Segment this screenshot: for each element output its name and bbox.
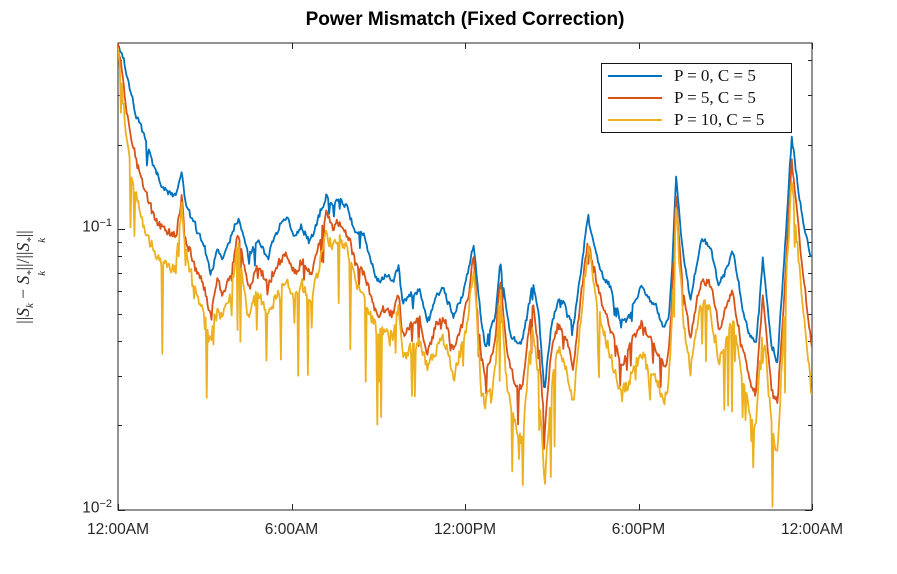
x-tick-label-4: 12:00AM: [780, 521, 844, 538]
legend-label: P = 5, C = 5: [674, 88, 756, 107]
y-tick-exponent: −2: [99, 498, 112, 510]
y-tick-base: 10: [82, 218, 100, 236]
y-tick-label-1: 10−2: [40, 498, 112, 518]
legend-label: P = 10, C = 5: [674, 110, 765, 129]
ylabel-segment: ||/||: [13, 251, 33, 271]
x-tick-label-1: 6:00AM: [264, 521, 319, 538]
legend-line-sample: [608, 96, 662, 100]
legend-label: P = 0, C = 5: [674, 66, 756, 85]
legend-item-3: P = 10, C = 5: [602, 109, 791, 131]
legend-item-1: P = 0, C = 5: [602, 65, 791, 87]
ylabel-segment: S: [13, 242, 33, 252]
ylabel-segment: S: [13, 307, 33, 317]
ylabel-segment: S: [13, 275, 33, 285]
y-tick-base: 10: [82, 499, 100, 517]
sub-sup-stack: * k: [25, 270, 49, 276]
subscript: k: [36, 270, 49, 276]
y-axis-label: ||Sk − S * k ||/||S * k ||: [13, 117, 48, 437]
y-tick-label-0: 10−1: [40, 217, 112, 237]
x-tick-label-2: 12:00PM: [433, 521, 497, 538]
series-line-2: [118, 43, 812, 450]
subscript: k: [36, 237, 49, 243]
axis-ticks: [118, 43, 813, 511]
legend-item-2: P = 5, C = 5: [602, 87, 791, 109]
legend-box: P = 0, C = 5 P = 5, C = 5 P = 10, C = 5: [601, 63, 792, 133]
series-line-3: [118, 47, 812, 508]
series-line-1: [118, 45, 812, 389]
x-tick-label-3: 6:00PM: [611, 521, 666, 538]
ylabel-segment: ||: [13, 316, 33, 324]
x-tick-label-0: 12:00AM: [86, 521, 150, 538]
y-tick-exponent: −1: [99, 217, 112, 230]
ylabel-segment: −: [13, 284, 33, 304]
legend-line-sample: [608, 74, 662, 78]
sub-sup-stack: * k: [25, 237, 49, 243]
chart-title: Power Mismatch (Fixed Correction): [305, 9, 625, 30]
legend-line-sample: [608, 118, 662, 122]
ylabel-segment: ||: [13, 230, 33, 238]
subscript: k: [23, 303, 36, 308]
